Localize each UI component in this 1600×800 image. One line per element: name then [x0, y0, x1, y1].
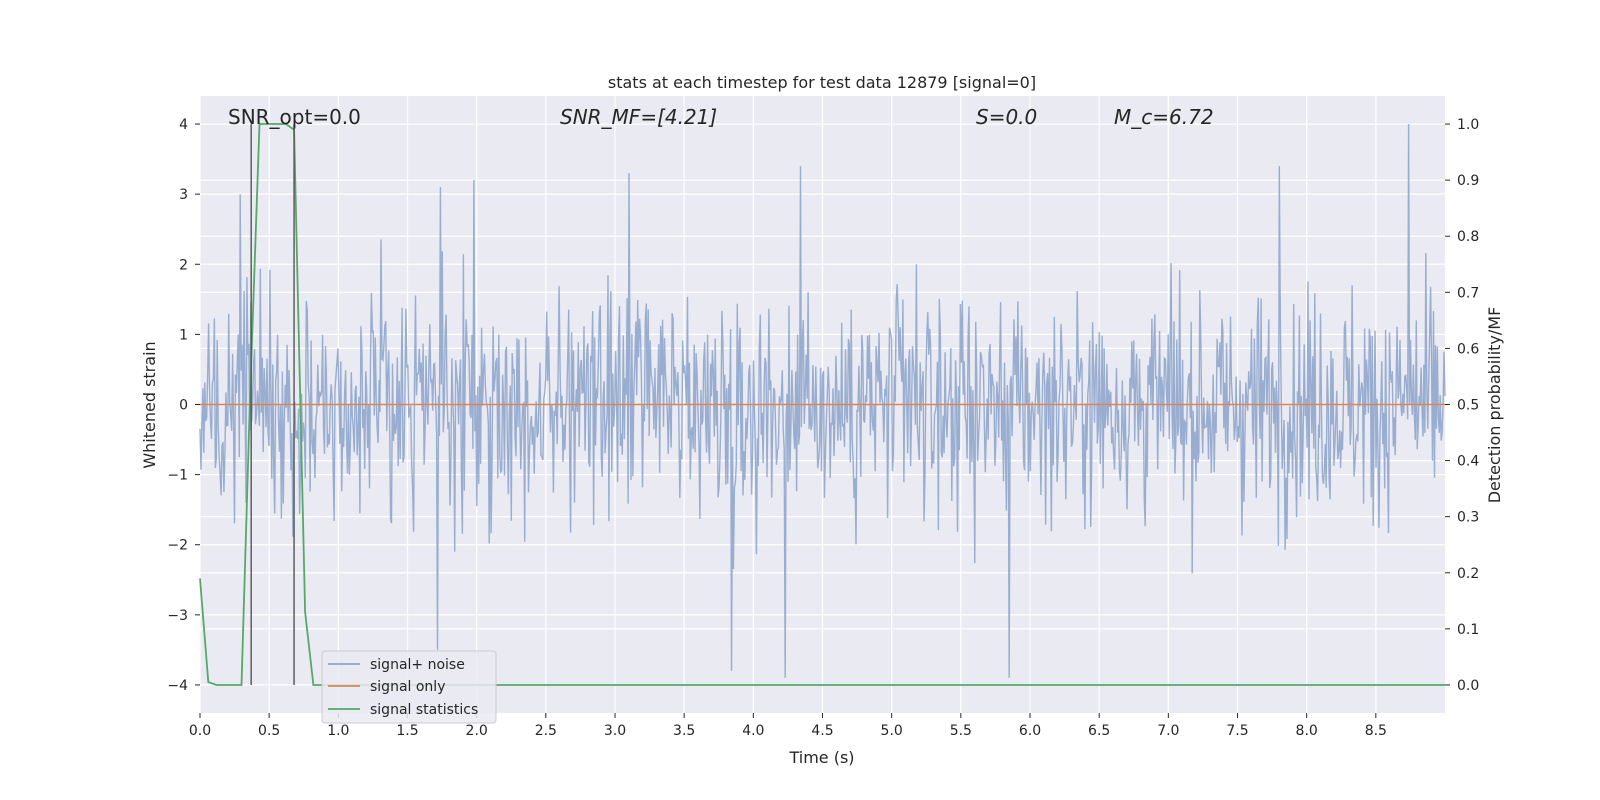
y-tick-label: 4 — [179, 117, 188, 133]
x-axis-label: Time (s) — [788, 748, 854, 767]
x-tick-label: 2.5 — [535, 723, 557, 739]
x-tick-label: 0.5 — [258, 723, 280, 739]
chart-title: stats at each timestep for test data 128… — [608, 73, 1036, 92]
series-line-signal-noise — [199, 123, 1446, 678]
y2-axis-label: Detection probability/MF — [1485, 307, 1504, 504]
legend-label-signal-noise: signal+ noise — [370, 657, 465, 673]
y-tick-label: −3 — [167, 608, 188, 624]
x-tick-label: 0.0 — [189, 723, 211, 739]
y2-axis-ticks: 0.0 0.1 0.2 0.3 0.4 0.5 0.6 0.7 0.8 0.9 1.0 — [1445, 117, 1479, 694]
y-tick-label: 1 — [179, 327, 188, 343]
legend-box — [321, 650, 497, 724]
y-axis-label: Whitened strain — [140, 341, 159, 468]
y2-tick-label: 0.4 — [1457, 454, 1479, 470]
y2-tick-label: 0.3 — [1457, 510, 1479, 526]
x-tick-label: 7.0 — [1157, 723, 1179, 739]
series-lines — [199, 123, 1445, 686]
x-axis-ticks: 0.0 0.5 1.0 1.5 2.0 2.5 3.0 3.5 4.0 4.5 5.0 5.5 6.0 6… — [189, 713, 1387, 739]
annotation-mc: M_c=6.72 — [1114, 105, 1214, 129]
y-tick-label: 0 — [179, 398, 188, 414]
x-tick-label: 3.5 — [673, 723, 695, 739]
annotation-s: S=0.0 — [976, 105, 1037, 129]
x-tick-label: 5.0 — [881, 723, 903, 739]
legend-label-signal-only: signal only — [370, 679, 445, 695]
x-tick-label: 8.0 — [1296, 723, 1318, 739]
y2-tick-label: 0.8 — [1457, 229, 1479, 245]
x-tick-label: 6.0 — [1019, 723, 1041, 739]
vertical-markers — [250, 124, 295, 685]
annotation-snr-mf: SNR_MF=[4.21] — [560, 105, 717, 129]
x-tick-label: 1.5 — [396, 723, 418, 739]
y2-tick-label: 0.5 — [1457, 398, 1479, 414]
y-tick-label: 2 — [179, 257, 188, 273]
x-tick-label: 8.5 — [1365, 723, 1387, 739]
signal-noise-trace — [199, 123, 1446, 678]
y2-tick-label: 0.9 — [1457, 173, 1479, 189]
x-tick-label: 5.5 — [950, 723, 972, 739]
y-axis-ticks: −4 −3 −2 −1 0 1 2 3 4 — [167, 117, 200, 694]
y-tick-label: −2 — [167, 538, 188, 554]
legend: signal+ noise signal only signal statist… — [321, 650, 497, 724]
y2-tick-label: 0.2 — [1457, 566, 1479, 582]
annotation-snr-opt: SNR_opt=0.0 — [228, 105, 361, 129]
y2-tick-label: 1.0 — [1457, 117, 1479, 133]
y2-tick-label: 0.1 — [1457, 622, 1479, 638]
y2-tick-label: 0.7 — [1457, 285, 1479, 301]
y2-tick-label: 0.0 — [1457, 678, 1479, 694]
x-tick-label: 3.0 — [604, 723, 626, 739]
x-tick-label: 7.5 — [1226, 723, 1248, 739]
x-tick-label: 2.0 — [466, 723, 488, 739]
series-line-signal-statistics — [199, 123, 1445, 686]
y-tick-label: 3 — [179, 187, 188, 203]
y-tick-label: −4 — [167, 678, 188, 694]
x-tick-label: 6.5 — [1088, 723, 1110, 739]
y2-tick-label: 0.6 — [1457, 341, 1479, 357]
legend-label-signal-statistics: signal statistics — [370, 702, 478, 718]
x-tick-label: 4.0 — [742, 723, 764, 739]
annotations: SNR_opt=0.0 SNR_MF=[4.21] S=0.0 M_c=6.72 — [228, 105, 1214, 129]
y-tick-label: −1 — [167, 468, 188, 484]
x-tick-label: 4.5 — [811, 723, 833, 739]
x-tick-label: 1.0 — [327, 723, 349, 739]
